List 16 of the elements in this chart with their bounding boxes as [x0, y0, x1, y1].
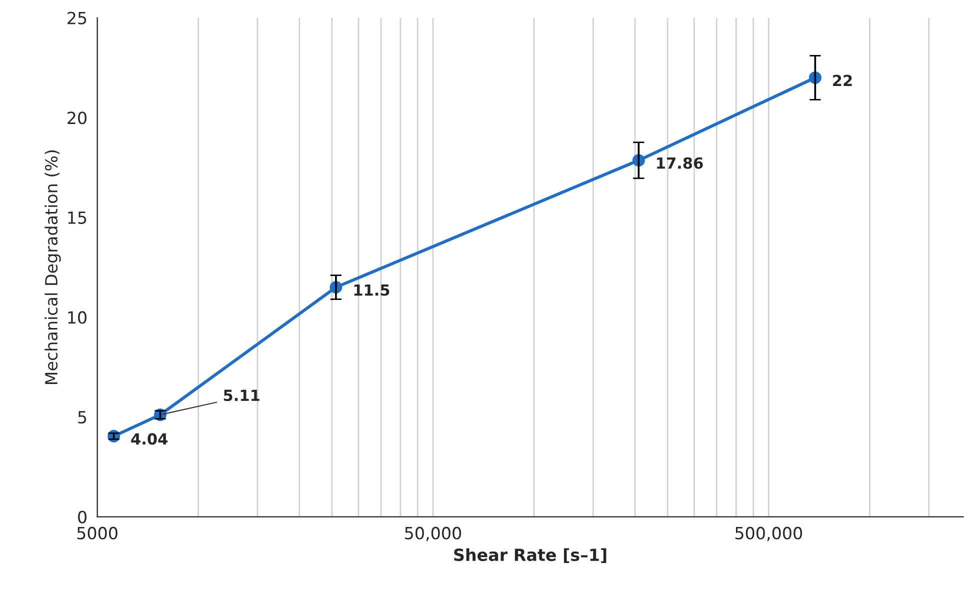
y-tick-label: 25 [68, 12, 86, 24]
data-label: 4.04 [131, 433, 168, 445]
x-axis-title: Shear Rate [s–1] [454, 548, 606, 564]
annotation: 5.11 [224, 390, 260, 402]
data-label: 11.5 [354, 284, 390, 296]
y-tick-label: 10 [68, 311, 86, 324]
y-tick-label: 15 [68, 212, 86, 224]
data-label: 22 [833, 74, 852, 86]
data-label: 17.86 [657, 157, 703, 169]
x-tick-label: 5000 [77, 526, 118, 540]
y-tick-label: 20 [68, 112, 86, 124]
y-tick-label: 5 [78, 411, 86, 424]
x-tick-label: 500,000 [735, 526, 802, 542]
y-axis-title: Mechanical Degradation (%) [44, 150, 61, 384]
y-tick-label: 0 [78, 510, 86, 524]
x-tick-label: 50,000 [405, 526, 462, 542]
